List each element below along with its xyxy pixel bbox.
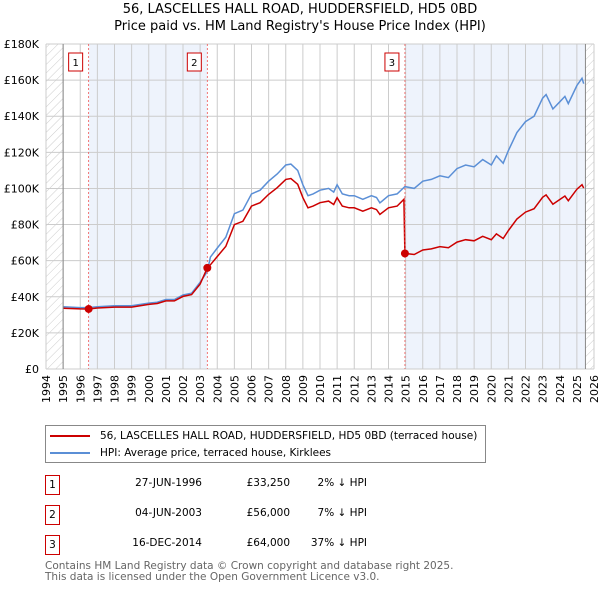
series-line <box>63 76 585 309</box>
x-tick-label: 2004 <box>211 375 224 403</box>
x-tick-label: 2023 <box>537 375 550 403</box>
x-tick-label: 1994 <box>40 375 53 403</box>
sale-label-box <box>68 52 84 72</box>
x-tick-label: 1999 <box>126 375 139 403</box>
x-tick-label: 2014 <box>383 375 396 403</box>
legend-swatch-hpi <box>50 452 90 454</box>
y-tick-label: £60K <box>11 255 40 268</box>
x-tick-label: 2020 <box>485 375 498 403</box>
footer-license: This data is licensed under the Open Gov… <box>45 571 380 583</box>
x-tick-label: 2025 <box>571 375 584 403</box>
x-tick-label: 2017 <box>434 375 447 403</box>
sale-point <box>203 263 212 272</box>
y-tick-label: £40K <box>11 291 40 304</box>
x-tick-label: 2022 <box>520 375 533 403</box>
table-row: 2 04-JUN-2003 £56,000 7% ↓ HPI <box>45 505 445 525</box>
x-tick-label: 2018 <box>451 375 464 403</box>
sale-label: 2 <box>191 58 197 69</box>
x-tick-label: 1996 <box>74 375 87 403</box>
sale-point <box>84 304 93 313</box>
x-tick-label: 2010 <box>314 375 327 403</box>
sale-hpi-diff: 37% ↓ HPI <box>310 537 367 549</box>
y-tick-label: £140K <box>4 110 40 123</box>
x-tick-label: 1997 <box>91 375 104 403</box>
x-tick-label: 2015 <box>400 375 413 403</box>
y-tick-label: £80K <box>11 219 40 232</box>
sale-date: 16-DEC-2014 <box>132 537 202 549</box>
x-tick-label: 2001 <box>160 375 173 403</box>
x-tick-label: 2011 <box>331 375 344 403</box>
plot-area: 1 2 3 1994 1995 1996 1997 1998 1999 2000 2001 2002 2… <box>4 38 600 403</box>
sale-price: £33,250 <box>246 477 290 489</box>
sale-point <box>400 249 409 258</box>
sale-price: £64,000 <box>246 537 290 549</box>
sale-date: 04-JUN-2003 <box>135 507 202 519</box>
shaded-region <box>404 44 586 369</box>
x-tick-label: 2005 <box>228 375 241 403</box>
sale-marker: 1 <box>45 475 60 495</box>
legend-label-hpi: HPI: Average price, terraced house, Kirk… <box>100 447 332 459</box>
y-tick-label: £160K <box>4 74 40 87</box>
x-tick-label: 1995 <box>57 375 70 403</box>
y-tick-label: £20K <box>11 327 40 340</box>
sale-label-box <box>186 52 202 72</box>
sale-marker: 3 <box>45 535 60 555</box>
x-tick-label: 2002 <box>177 375 190 403</box>
sale-marker: 2 <box>45 505 60 525</box>
chart-title: 56, LASCELLES HALL ROAD, HUDDERSFIELD, H… <box>122 2 478 17</box>
y-tick-label: £100K <box>4 182 40 195</box>
table-row: 3 16-DEC-2014 £64,000 37% ↓ HPI <box>45 535 445 555</box>
sale-hpi-diff: 7% ↓ HPI <box>317 507 367 519</box>
x-tick-label: 2012 <box>348 375 361 403</box>
x-tick-label: 2009 <box>297 375 310 403</box>
sale-hpi-diff: 2% ↓ HPI <box>317 477 367 489</box>
x-tick-label: 2013 <box>365 375 378 403</box>
x-tick-label: 2021 <box>502 375 515 403</box>
x-tick-label: 2019 <box>468 375 481 403</box>
hatched-region <box>585 44 594 369</box>
legend: 56, LASCELLES HALL ROAD, HUDDERSFIELD, H… <box>45 425 486 463</box>
x-tick-label: 2007 <box>263 375 276 403</box>
x-tick-label: 2026 <box>588 375 600 403</box>
sale-label: 3 <box>389 58 395 69</box>
hatched-region <box>46 44 64 369</box>
chart-subtitle: Price paid vs. HM Land Registry's House … <box>114 19 486 34</box>
shaded-region <box>88 44 208 369</box>
x-tick-label: 1998 <box>109 375 122 403</box>
x-tick-label: 2008 <box>280 375 293 403</box>
y-tick-label: £0 <box>25 363 39 376</box>
x-tick-label: 2016 <box>417 375 430 403</box>
x-tick-label: 2000 <box>143 375 156 403</box>
legend-swatch-property <box>50 435 90 437</box>
sale-price: £56,000 <box>246 507 290 519</box>
x-tick-label: 2003 <box>194 375 207 403</box>
y-tick-label: £180K <box>4 38 40 51</box>
x-tick-label: 2024 <box>554 375 567 403</box>
legend-label-property: 56, LASCELLES HALL ROAD, HUDDERSFIELD, H… <box>100 430 478 442</box>
sale-label-box <box>384 52 400 72</box>
x-tick-label: 2006 <box>246 375 259 403</box>
table-row: 1 27-JUN-1996 £33,250 2% ↓ HPI <box>45 475 445 495</box>
sale-label: 1 <box>72 58 78 69</box>
y-tick-label: £120K <box>4 146 40 159</box>
series-line <box>63 177 585 310</box>
sale-date: 27-JUN-1996 <box>135 477 202 489</box>
footer-copyright: Contains HM Land Registry data © Crown c… <box>45 560 454 572</box>
